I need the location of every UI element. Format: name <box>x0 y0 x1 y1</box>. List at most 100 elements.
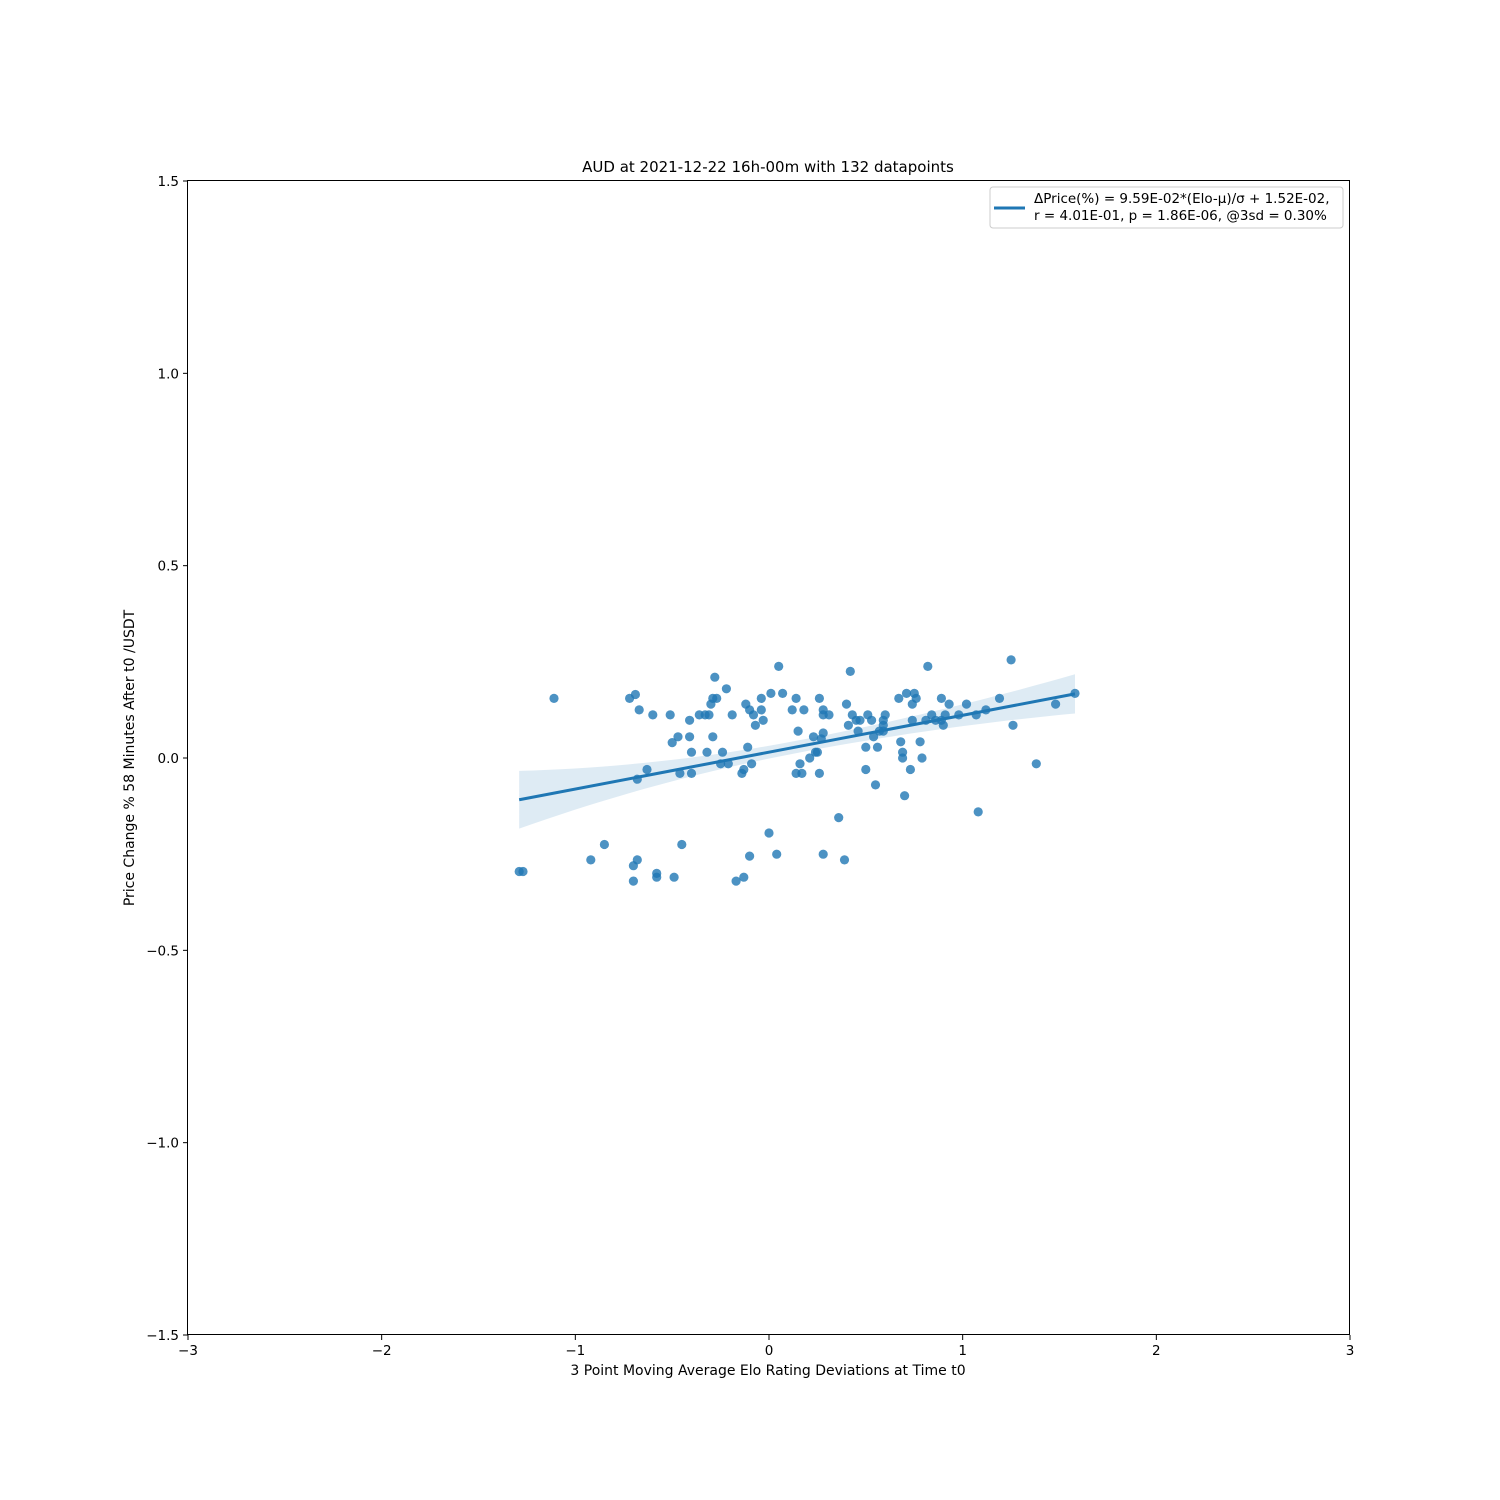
data-point <box>739 764 749 775</box>
data-point <box>665 710 675 720</box>
data-point <box>900 791 910 801</box>
data-point <box>549 693 559 704</box>
y-tick-label: −0.5 <box>146 943 179 959</box>
data-point <box>1051 699 1061 709</box>
data-point <box>632 855 642 865</box>
data-point <box>898 747 908 757</box>
data-point <box>872 742 883 752</box>
y-tick-label: −1.0 <box>146 1136 179 1152</box>
data-point <box>778 688 788 699</box>
x-tick-label: −2 <box>372 1343 392 1359</box>
data-point <box>907 715 917 725</box>
data-point <box>896 737 906 747</box>
data-point <box>642 764 652 775</box>
data-point <box>845 666 855 677</box>
data-point <box>743 742 753 752</box>
data-point <box>791 693 801 704</box>
data-point <box>677 839 687 850</box>
x-tick-label: 2 <box>1152 1343 1161 1359</box>
data-point <box>799 705 809 715</box>
data-point <box>795 759 805 769</box>
data-point <box>841 699 852 709</box>
data-point <box>869 732 879 742</box>
data-point <box>756 705 766 715</box>
data-point <box>721 684 732 694</box>
data-point <box>839 855 850 865</box>
data-point <box>923 661 933 672</box>
data-point <box>756 693 766 704</box>
regression-line-layer <box>518 692 1076 802</box>
data-point <box>758 715 768 725</box>
data-point <box>518 866 528 877</box>
y-tick-label: 1.0 <box>158 366 179 382</box>
data-point <box>648 710 658 720</box>
data-point <box>834 813 844 823</box>
x-axis-ticks: −3 −2 −1 0 1 2 3 <box>178 1335 1354 1359</box>
data-point <box>750 720 761 730</box>
data-point <box>710 672 720 682</box>
data-point <box>805 753 815 763</box>
regression-line <box>518 692 1076 802</box>
data-point <box>630 689 641 700</box>
x-tick-label: 0 <box>765 1343 774 1359</box>
data-point <box>894 693 904 704</box>
x-tick-label: −3 <box>178 1343 198 1359</box>
data-point <box>673 732 683 742</box>
data-point <box>911 693 921 704</box>
x-tick-label: 1 <box>958 1343 967 1359</box>
data-point <box>880 710 890 720</box>
y-tick-label: 0.0 <box>158 751 179 767</box>
x-tick-label: 3 <box>1346 1343 1355 1359</box>
data-point <box>961 699 972 709</box>
data-point <box>818 849 828 859</box>
data-point <box>901 688 912 699</box>
y-tick-label: 1.5 <box>158 174 179 190</box>
data-point <box>793 726 803 736</box>
data-point <box>667 738 677 748</box>
data-point <box>764 828 774 838</box>
data-point <box>824 710 834 720</box>
data-point <box>1006 655 1016 665</box>
data-point <box>652 872 662 882</box>
data-point <box>915 737 925 747</box>
data-point <box>686 747 697 757</box>
y-axis-label: Price Change % 58 Minutes After t0 /USDT <box>122 609 138 906</box>
data-points-layer <box>514 655 1080 886</box>
data-point <box>745 851 755 861</box>
data-point <box>1008 720 1018 730</box>
data-point <box>855 715 865 725</box>
data-point <box>686 768 697 779</box>
data-point <box>797 768 807 779</box>
y-tick-label: 0.5 <box>158 559 179 575</box>
confidence-band-layer <box>519 674 1075 829</box>
y-axis-ticks: −1.5 −1.0 −0.5 0.0 0.5 1.0 1.5 <box>146 174 188 1344</box>
data-point <box>917 753 927 763</box>
data-point <box>938 720 948 730</box>
data-point <box>708 732 718 742</box>
data-point <box>814 693 825 704</box>
data-point <box>731 876 741 886</box>
chart-title: AUD at 2021-12-22 16h-00m with 132 datap… <box>582 158 954 176</box>
data-point <box>669 872 679 882</box>
data-point <box>867 715 877 725</box>
data-point <box>812 747 823 757</box>
legend-text-line1: ΔPrice(%) = 9.59E-02*(Elo-μ)/σ + 1.52E-0… <box>1034 191 1330 207</box>
confidence-band <box>519 674 1075 829</box>
data-point <box>685 732 695 742</box>
data-point <box>702 747 712 757</box>
data-point <box>870 780 881 790</box>
x-axis-label: 3 Point Moving Average Elo Rating Deviat… <box>570 1363 965 1379</box>
data-point <box>727 710 737 720</box>
data-point <box>675 768 685 779</box>
data-point <box>1031 759 1041 769</box>
data-point <box>808 732 819 742</box>
data-point <box>586 855 596 865</box>
data-point <box>685 715 695 725</box>
data-point <box>717 747 728 757</box>
data-point <box>634 705 644 715</box>
data-point <box>973 807 983 817</box>
data-point <box>766 688 776 699</box>
data-point <box>944 699 954 709</box>
data-point <box>704 710 714 720</box>
